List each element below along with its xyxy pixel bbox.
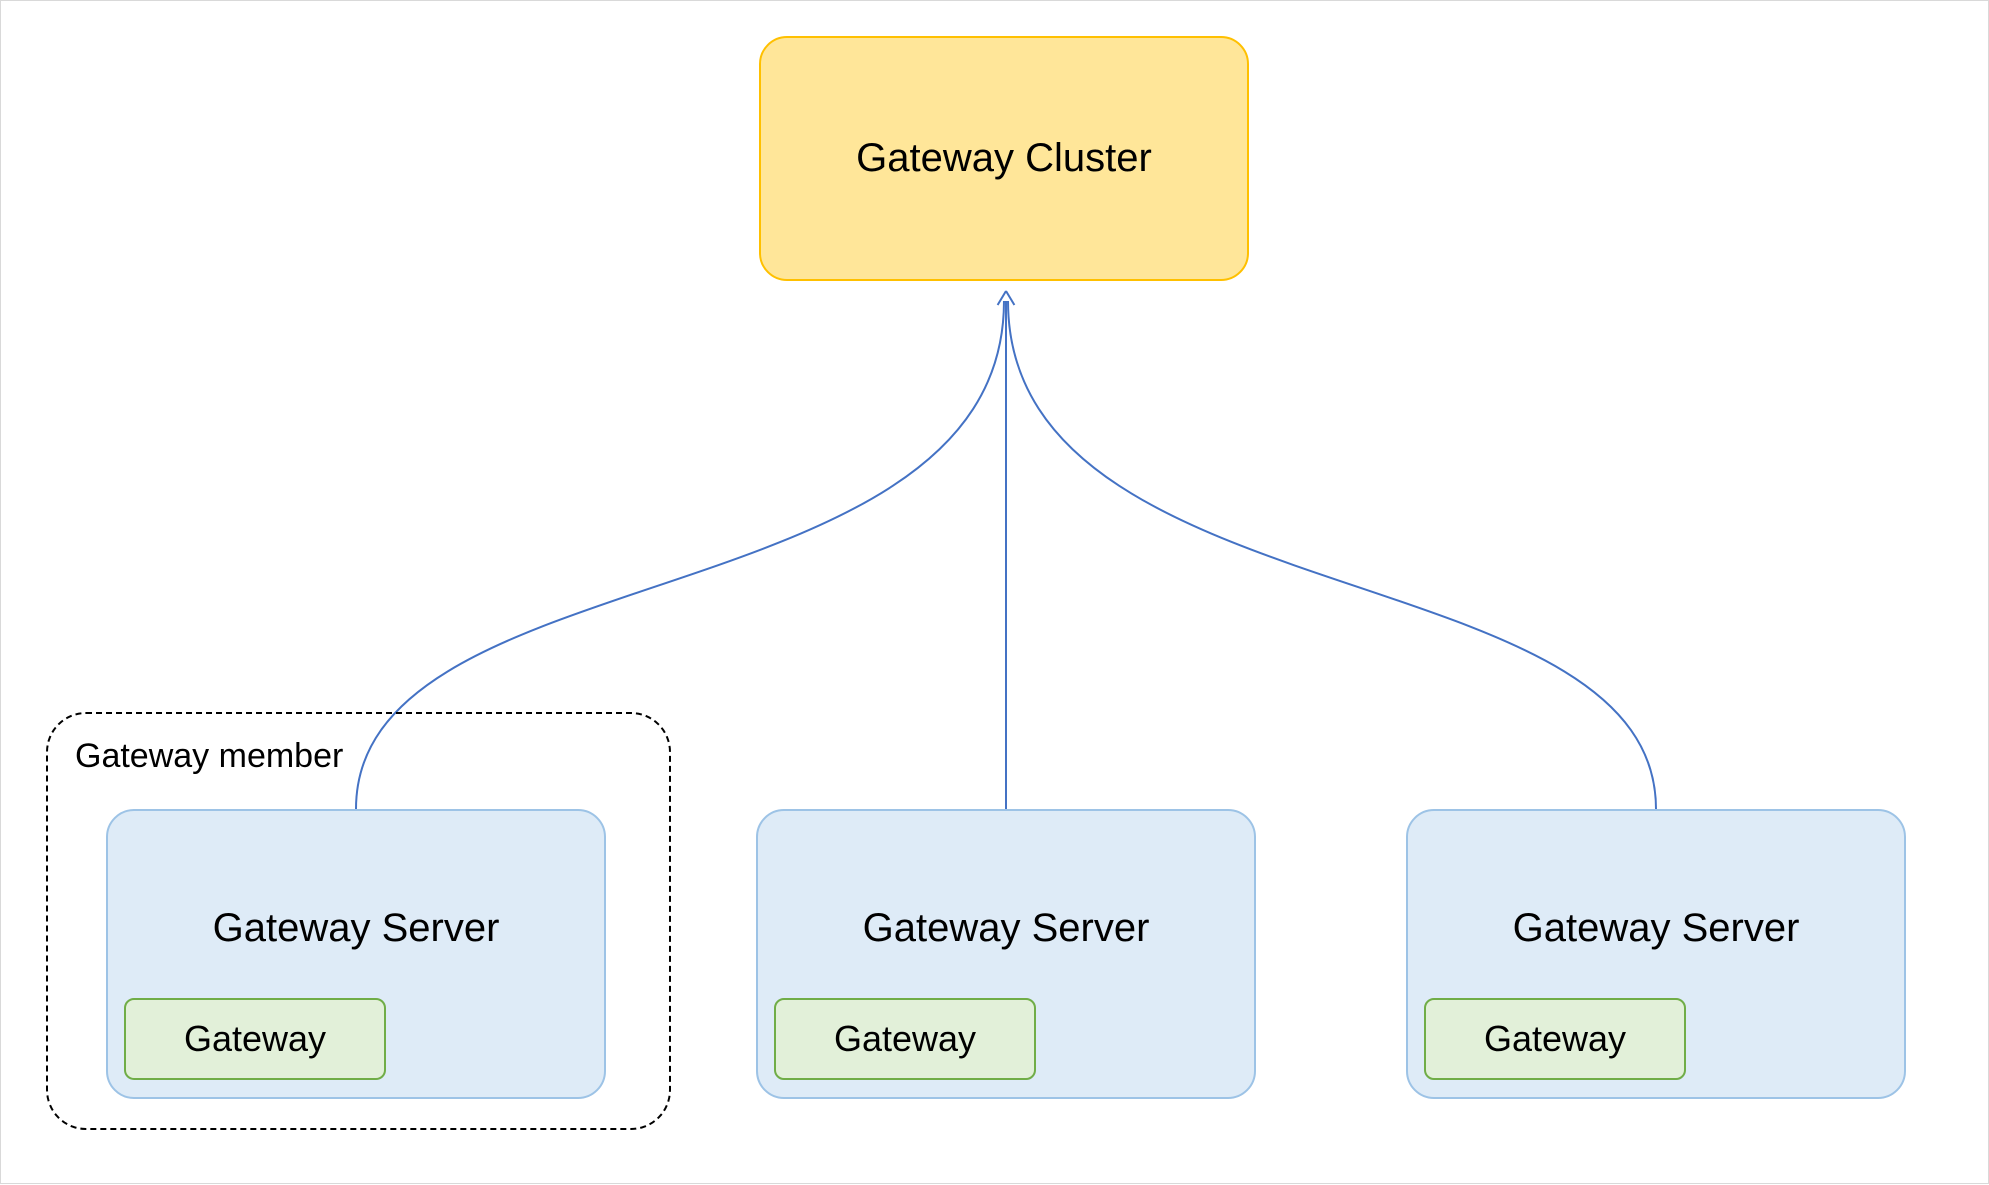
gateway-pill-label: Gateway (1484, 1018, 1626, 1060)
gateway-pill-label: Gateway (184, 1018, 326, 1060)
gateway-pill-label: Gateway (834, 1018, 976, 1060)
gateway-server-label: Gateway Server (758, 906, 1254, 951)
gateway-pill: Gateway (124, 998, 386, 1080)
gateway-cluster-node: Gateway Cluster (759, 36, 1249, 281)
diagram-canvas: Gateway member Gateway Cluster Gateway S… (0, 0, 1989, 1184)
gateway-server-label: Gateway Server (1408, 906, 1904, 951)
gateway-member-label: Gateway member (75, 737, 343, 776)
gateway-pill: Gateway (1424, 998, 1686, 1080)
gateway-cluster-label: Gateway Cluster (856, 136, 1152, 181)
gateway-server-label: Gateway Server (108, 906, 604, 951)
gateway-pill: Gateway (774, 998, 1036, 1080)
